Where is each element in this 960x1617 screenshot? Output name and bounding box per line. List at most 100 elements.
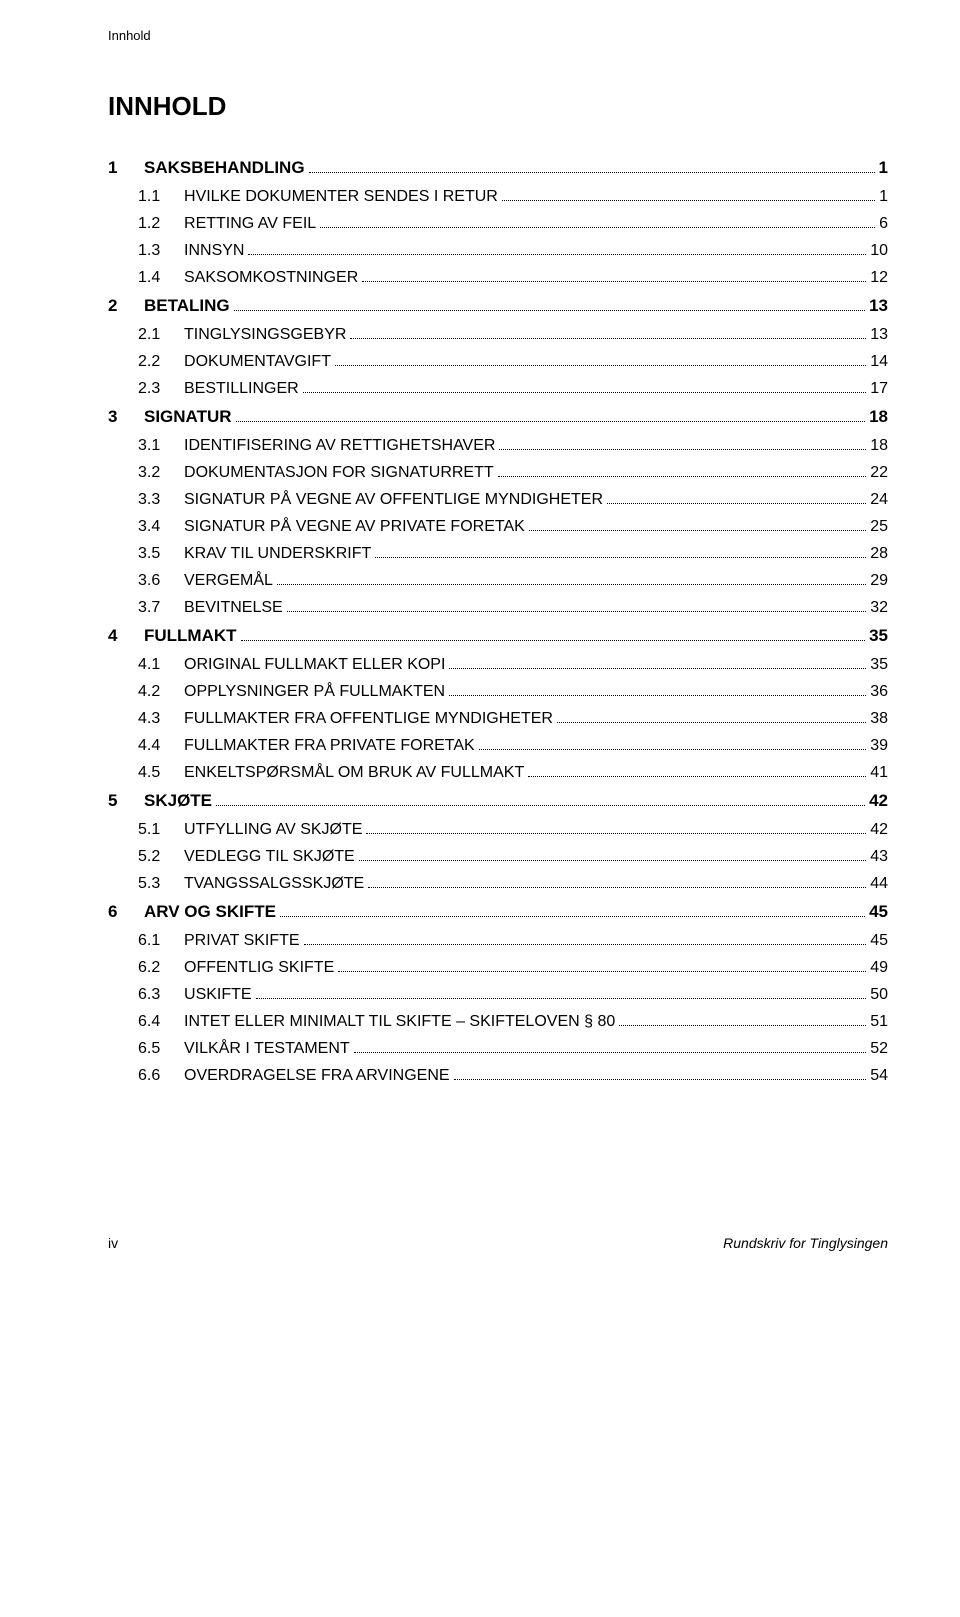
toc-entry-number: 6.6 xyxy=(138,1067,184,1085)
toc-entry-page: 54 xyxy=(870,1067,888,1085)
toc-entry-title: OFFENTLIG SKIFTE xyxy=(184,959,334,976)
toc-entry-title: ARV OG SKIFTE xyxy=(144,902,276,921)
toc-entry-title: BETALING xyxy=(144,296,230,315)
toc-entry: 1.4SAKSOMKOSTNINGER12 xyxy=(108,269,888,287)
toc-entry-page: 51 xyxy=(870,1013,888,1031)
toc-entry-number: 3.7 xyxy=(138,599,184,617)
toc-entry-page: 13 xyxy=(870,326,888,344)
toc-entry: 4.5ENKELTSPØRSMÅL OM BRUK AV FULLMAKT41 xyxy=(108,764,888,782)
toc-entry-page: 17 xyxy=(870,380,888,398)
toc-entry-label: 1.1HVILKE DOKUMENTER SENDES I RETUR xyxy=(138,188,498,206)
toc-entry-label: 3.1IDENTIFISERING AV RETTIGHETSHAVER xyxy=(138,437,495,455)
toc-entry-number: 6.2 xyxy=(138,959,184,977)
toc-leader-dots xyxy=(234,310,865,311)
toc-entry-title: FULLMAKT xyxy=(144,626,237,645)
toc-entry-title: DOKUMENTAVGIFT xyxy=(184,353,331,370)
toc-leader-dots xyxy=(287,611,867,612)
toc-entry: 2.3BESTILLINGER17 xyxy=(108,380,888,398)
toc-entry-page: 38 xyxy=(870,710,888,728)
toc-entry-title: PRIVAT SKIFTE xyxy=(184,932,300,949)
toc-entry-label: 2BETALING xyxy=(108,296,230,316)
toc-leader-dots xyxy=(338,971,866,972)
toc-entry-number: 6.4 xyxy=(138,1013,184,1031)
toc-entry: 2BETALING 13 xyxy=(108,296,888,316)
toc-entry: 3.5KRAV TIL UNDERSKRIFT28 xyxy=(108,545,888,563)
toc-entry-number: 1.4 xyxy=(138,269,184,287)
toc-entry-label: 3SIGNATUR xyxy=(108,407,232,427)
toc-leader-dots xyxy=(248,254,866,255)
toc-entry: 1.3INNSYN10 xyxy=(108,242,888,260)
toc-leader-dots xyxy=(449,695,866,696)
toc-leader-dots xyxy=(502,200,875,201)
toc-entry-label: 2.1TINGLYSINGSGEBYR xyxy=(138,326,346,344)
toc-entry-label: 1SAKSBEHANDLING xyxy=(108,158,305,178)
toc-leader-dots xyxy=(375,557,866,558)
toc-entry-number: 4 xyxy=(108,626,144,646)
toc-entry-label: 3.6VERGEMÅL xyxy=(138,572,273,590)
toc-entry: 6.3USKIFTE50 xyxy=(108,986,888,1004)
toc-entry: 6.5VILKÅR I TESTAMENT52 xyxy=(108,1040,888,1058)
toc-leader-dots xyxy=(304,944,867,945)
toc-leader-dots xyxy=(454,1079,867,1080)
toc-entry-number: 5 xyxy=(108,791,144,811)
toc-entry: 3.3SIGNATUR PÅ VEGNE AV OFFENTLIGE MYNDI… xyxy=(108,491,888,509)
toc-entry: 4.3FULLMAKTER FRA OFFENTLIGE MYNDIGHETER… xyxy=(108,710,888,728)
toc-leader-dots xyxy=(256,998,867,999)
toc-leader-dots xyxy=(479,749,866,750)
toc-entry: 5SKJØTE42 xyxy=(108,791,888,811)
toc-entry-number: 3 xyxy=(108,407,144,427)
toc-entry-number: 4.5 xyxy=(138,764,184,782)
toc-entry-page: 28 xyxy=(870,545,888,563)
toc-entry: 1.1HVILKE DOKUMENTER SENDES I RETUR 1 xyxy=(108,188,888,206)
toc-entry-title: SIGNATUR PÅ VEGNE AV PRIVATE FORETAK xyxy=(184,518,525,535)
toc-entry-label: 2.2DOKUMENTAVGIFT xyxy=(138,353,331,371)
footer-doc-title: Rundskriv for Tinglysingen xyxy=(723,1235,888,1251)
toc-entry-page: 18 xyxy=(869,407,888,427)
toc-leader-dots xyxy=(557,722,866,723)
toc-entry-page: 42 xyxy=(870,821,888,839)
toc-entry-label: 6.4INTET ELLER MINIMALT TIL SKIFTE – SKI… xyxy=(138,1013,615,1031)
toc-entry-title: FULLMAKTER FRA OFFENTLIGE MYNDIGHETER xyxy=(184,710,553,727)
toc-entry-page: 22 xyxy=(870,464,888,482)
toc-entry-number: 6.3 xyxy=(138,986,184,1004)
toc-entry: 2.2DOKUMENTAVGIFT14 xyxy=(108,353,888,371)
toc-entry: 4.1ORIGINAL FULLMAKT ELLER KOPI35 xyxy=(108,656,888,674)
toc-entry-number: 3.4 xyxy=(138,518,184,536)
toc-entry-number: 2.1 xyxy=(138,326,184,344)
toc-entry-title: BESTILLINGER xyxy=(184,380,299,397)
toc-entry: 4.4FULLMAKTER FRA PRIVATE FORETAK39 xyxy=(108,737,888,755)
toc-leader-dots xyxy=(335,365,866,366)
toc-entry: 1SAKSBEHANDLING1 xyxy=(108,158,888,178)
toc-entry-label: 4FULLMAKT xyxy=(108,626,237,646)
toc-leader-dots xyxy=(449,668,866,669)
toc-entry-page: 44 xyxy=(870,875,888,893)
toc-entry-number: 6 xyxy=(108,902,144,922)
toc-leader-dots xyxy=(529,530,866,531)
toc-entry-number: 5.2 xyxy=(138,848,184,866)
toc-entry-page: 45 xyxy=(870,932,888,950)
toc-container: 1SAKSBEHANDLING11.1HVILKE DOKUMENTER SEN… xyxy=(108,158,888,1085)
toc-entry-label: 5SKJØTE xyxy=(108,791,212,811)
toc-entry-title: KRAV TIL UNDERSKRIFT xyxy=(184,545,371,562)
toc-entry-number: 1.1 xyxy=(138,188,184,206)
toc-entry-page: 1 xyxy=(879,188,888,206)
toc-entry-page: 13 xyxy=(869,296,888,316)
toc-entry-number: 1 xyxy=(108,158,144,178)
toc-entry-page: 43 xyxy=(870,848,888,866)
toc-leader-dots xyxy=(359,860,866,861)
toc-entry-number: 3.3 xyxy=(138,491,184,509)
toc-entry: 6.1PRIVAT SKIFTE 45 xyxy=(108,932,888,950)
toc-entry-title: DOKUMENTASJON FOR SIGNATURRETT xyxy=(184,464,494,481)
toc-entry-label: 6.6OVERDRAGELSE FRA ARVINGENE xyxy=(138,1067,450,1085)
toc-entry-title: UTFYLLING AV SKJØTE xyxy=(184,821,362,838)
toc-entry-number: 6.1 xyxy=(138,932,184,950)
toc-entry-page: 18 xyxy=(870,437,888,455)
toc-entry-title: TVANGSSALGSSKJØTE xyxy=(184,875,364,892)
toc-entry: 2.1TINGLYSINGSGEBYR 13 xyxy=(108,326,888,344)
toc-leader-dots xyxy=(216,805,865,806)
toc-entry-title: INTET ELLER MINIMALT TIL SKIFTE – SKIFTE… xyxy=(184,1013,615,1030)
toc-entry-number: 4.1 xyxy=(138,656,184,674)
toc-entry: 6ARV OG SKIFTE45 xyxy=(108,902,888,922)
toc-leader-dots xyxy=(619,1025,866,1026)
toc-entry-number: 2.2 xyxy=(138,353,184,371)
